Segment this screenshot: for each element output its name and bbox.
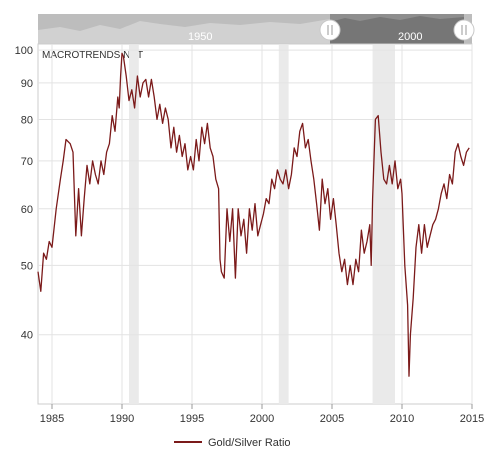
navigator-left-handle[interactable] bbox=[319, 19, 341, 41]
series-line-gold-silver-ratio bbox=[37, 52, 470, 377]
navigator-label-1950: 1950 bbox=[188, 31, 212, 43]
x-tick-label-1995: 1995 bbox=[180, 413, 204, 425]
y-axis: 40 50 60 70 80 90 100 bbox=[15, 45, 33, 342]
x-tick-label-2015: 2015 bbox=[460, 413, 484, 425]
y-tick-label-100: 100 bbox=[15, 45, 33, 57]
navigator-label-2000: 2000 bbox=[398, 31, 422, 43]
navigator-right-handle[interactable] bbox=[453, 19, 475, 41]
watermark: MACROTRENDS.NET bbox=[42, 50, 143, 61]
recession-band-3 bbox=[372, 45, 395, 404]
y-tick-label-90: 90 bbox=[21, 78, 33, 90]
range-navigator[interactable]: 1950 2000 bbox=[38, 14, 475, 45]
y-tick-label-60: 60 bbox=[21, 204, 33, 216]
x-tick-label-1990: 1990 bbox=[110, 413, 134, 425]
x-tick-label-2005: 2005 bbox=[320, 413, 344, 425]
x-tick-label-2000: 2000 bbox=[250, 413, 274, 425]
recession-band-2 bbox=[278, 45, 289, 404]
y-tick-label-80: 80 bbox=[21, 114, 33, 126]
plot-area bbox=[37, 43, 473, 405]
x-tick-label-1985: 1985 bbox=[40, 413, 64, 425]
navigator-history-shape bbox=[38, 19, 330, 44]
legend-label: Gold/Silver Ratio bbox=[208, 437, 291, 449]
recession-band-1 bbox=[129, 45, 139, 404]
y-tick-label-50: 50 bbox=[21, 260, 33, 272]
y-tick-label-70: 70 bbox=[21, 156, 33, 168]
y-tick-label-40: 40 bbox=[21, 330, 33, 342]
x-tick-label-2010: 2010 bbox=[390, 413, 414, 425]
legend: Gold/Silver Ratio bbox=[174, 437, 291, 449]
recession-bands bbox=[129, 45, 395, 404]
navigator-selected-shape bbox=[330, 16, 464, 44]
x-axis: 1985 1990 1995 2000 2005 2010 2015 bbox=[40, 404, 484, 425]
gridlines bbox=[38, 44, 473, 404]
series-layer bbox=[37, 52, 470, 377]
